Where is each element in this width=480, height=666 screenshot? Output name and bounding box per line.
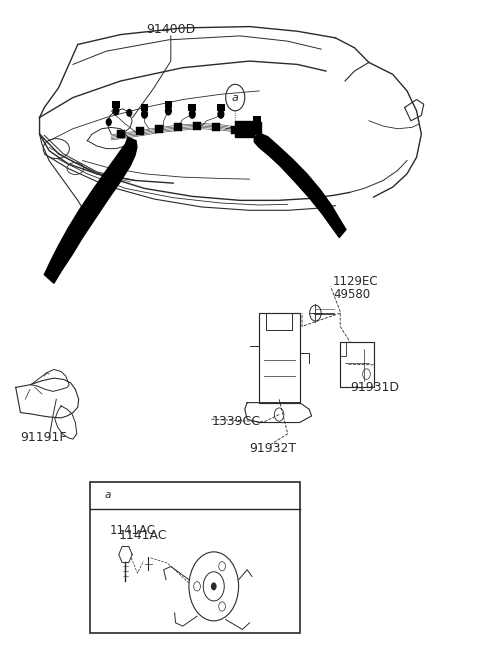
Circle shape	[107, 119, 111, 125]
Text: 1141AC: 1141AC	[110, 524, 156, 537]
Bar	[112, 101, 120, 107]
Bar	[217, 104, 225, 111]
Bar	[141, 104, 148, 111]
Bar	[136, 127, 144, 135]
Circle shape	[190, 110, 195, 118]
Bar	[253, 116, 261, 123]
Bar	[340, 342, 373, 388]
Circle shape	[254, 122, 260, 130]
Bar	[117, 130, 124, 138]
Bar	[193, 122, 201, 130]
Bar	[155, 125, 163, 133]
Text: 49580: 49580	[333, 288, 370, 301]
Bar	[189, 104, 196, 111]
Text: 1339CC: 1339CC	[211, 416, 260, 428]
Circle shape	[218, 110, 224, 118]
Bar	[252, 122, 262, 134]
Text: 91932T: 91932T	[250, 442, 297, 455]
Polygon shape	[44, 137, 137, 283]
Bar	[259, 313, 300, 403]
Circle shape	[211, 582, 216, 590]
Text: a: a	[105, 490, 111, 500]
Text: 91931D: 91931D	[350, 381, 399, 394]
Text: 91400D: 91400D	[146, 23, 195, 36]
Bar	[174, 123, 182, 131]
Bar	[90, 482, 300, 633]
Circle shape	[127, 109, 132, 116]
Bar	[212, 123, 220, 131]
Bar	[231, 126, 239, 134]
Circle shape	[114, 107, 118, 114]
Text: 1141AC: 1141AC	[118, 529, 167, 542]
Circle shape	[166, 107, 171, 115]
Bar	[165, 101, 172, 107]
Polygon shape	[254, 134, 346, 238]
Circle shape	[142, 110, 147, 118]
Text: 1129EC: 1129EC	[333, 275, 379, 288]
Bar	[235, 121, 254, 137]
Circle shape	[113, 107, 119, 115]
Text: 91191F: 91191F	[21, 432, 67, 444]
Text: a: a	[232, 93, 239, 103]
